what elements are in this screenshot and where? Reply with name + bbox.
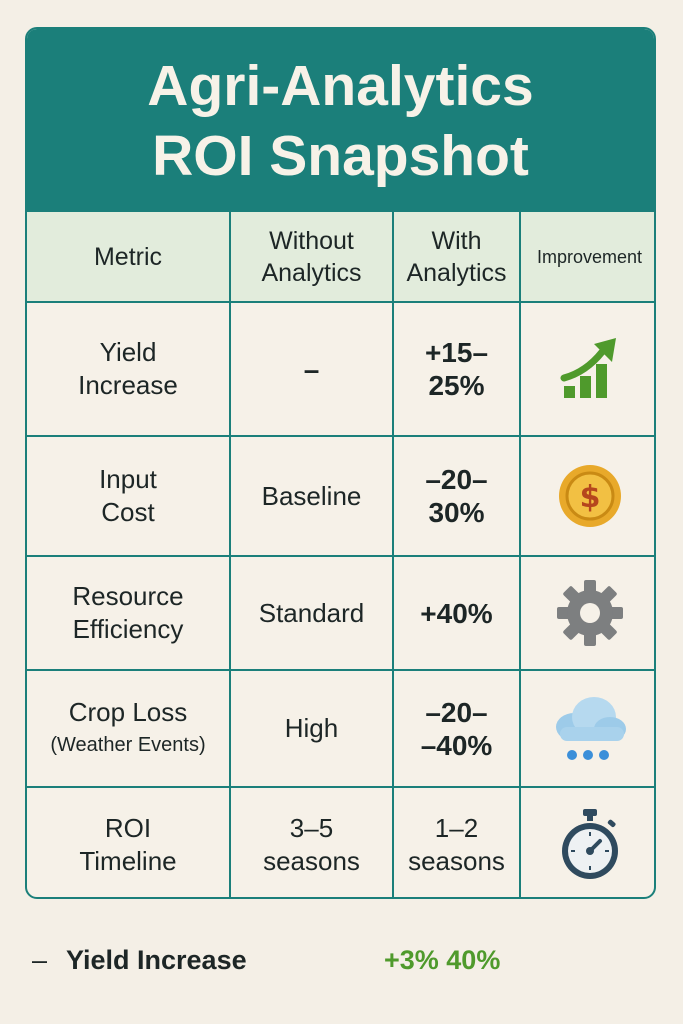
with-cell: –20– –40%: [392, 669, 521, 788]
roi-card: Agri-Analytics ROI Snapshot Metric Witho…: [25, 27, 656, 899]
metric-cell: Input Cost: [27, 435, 231, 557]
without-cell: 3–5 seasons: [229, 786, 394, 897]
dollar-coin-icon: $: [558, 465, 621, 527]
page-title: Agri-Analytics ROI Snapshot: [27, 29, 654, 212]
growth-chart-icon: [560, 338, 616, 398]
with-value-line-2: 30%: [428, 497, 485, 528]
metric-line-2: (Weather Events): [50, 733, 206, 756]
metric-line-2: Timeline: [79, 845, 177, 876]
with-cell: +15– 25%: [392, 301, 521, 437]
legend-value: +3% 40%: [384, 945, 501, 975]
improvement-cell: [519, 301, 654, 437]
metric-line-1: Input: [99, 464, 157, 494]
legend-dash: –: [32, 945, 48, 975]
metric-cell: ROI Timeline: [27, 786, 231, 897]
improvement-cell: [519, 786, 654, 897]
metric-line-1: Yield: [99, 337, 157, 367]
without-cell: Standard: [229, 555, 394, 671]
footer-legend: – Yield Increase +3% 40%: [32, 940, 632, 980]
without-cell: High: [229, 669, 394, 788]
improvement-cell: [519, 669, 654, 788]
metric-line-1: ROI: [104, 812, 152, 843]
svg-text:$: $: [579, 480, 600, 515]
with-value-line-2: 25%: [428, 370, 485, 401]
title-line-2: ROI Snapshot: [152, 123, 529, 188]
without-line-1: Without: [269, 226, 354, 255]
with-value-line-1: +40%: [420, 597, 493, 629]
with-line-2: Analytics: [406, 258, 507, 287]
column-header-improvement: Improvement: [519, 212, 654, 303]
column-header-with: With Analytics: [392, 212, 521, 303]
without-value-line-1: 3–5: [289, 812, 334, 843]
legend-label: Yield Increase: [66, 945, 247, 975]
with-value-line-1: –20–: [425, 696, 488, 728]
table-row: Resource Efficiency Standard +40%: [27, 555, 654, 671]
title-line-1: Agri-Analytics: [147, 53, 534, 118]
metric-cell: Yield Increase: [27, 301, 231, 437]
without-cell: –: [229, 301, 394, 437]
with-line-1: With: [431, 226, 482, 255]
metric-cell: Crop Loss (Weather Events): [27, 669, 231, 788]
with-value-line-1: +15–: [424, 337, 489, 368]
stopwatch-icon: [561, 808, 618, 879]
rain-cloud-icon: [555, 696, 626, 760]
metric-line-1: Resource: [72, 581, 184, 611]
improvement-cell: [519, 555, 654, 671]
metric-line-2: Efficiency: [72, 614, 184, 644]
table-row: Crop Loss (Weather Events) High –20– –40…: [27, 669, 654, 788]
with-cell: –20– 30%: [392, 435, 521, 557]
without-value-line-2: seasons: [263, 845, 360, 876]
table-row: Yield Increase – +15– 25%: [27, 301, 654, 437]
metric-line-2: Cost: [101, 497, 155, 527]
table-row: ROI Timeline 3–5 seasons 1–2 seasons: [27, 786, 654, 897]
with-value-line-2: –40%: [420, 729, 493, 761]
with-value-line-1: 1–2: [434, 812, 479, 843]
column-header-metric: Metric: [27, 212, 231, 303]
metric-cell: Resource Efficiency: [27, 555, 231, 671]
with-cell: 1–2 seasons: [392, 786, 521, 897]
improvement-cell: $: [519, 435, 654, 557]
gear-icon: [556, 580, 623, 646]
without-line-2: Analytics: [261, 258, 362, 287]
with-value-line-2: seasons: [408, 845, 505, 876]
with-cell: +40%: [392, 555, 521, 671]
table-row: Input Cost Baseline –20– 30% $: [27, 435, 654, 557]
roi-table: Metric Without Analytics With Analytics …: [27, 212, 654, 897]
table-header-row: Metric Without Analytics With Analytics …: [27, 212, 654, 303]
metric-line-1: Crop Loss: [68, 696, 188, 727]
with-value-line-1: –20–: [425, 464, 488, 495]
column-header-without: Without Analytics: [229, 212, 394, 303]
metric-line-2: Increase: [78, 370, 178, 400]
without-cell: Baseline: [229, 435, 394, 557]
